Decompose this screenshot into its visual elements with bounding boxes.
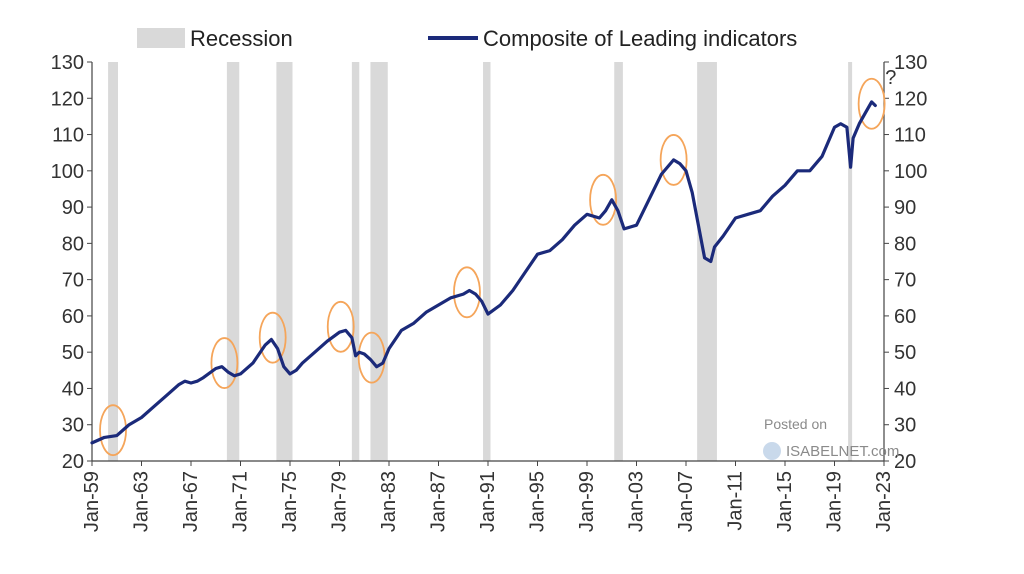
y-tick-label-right: 130 <box>894 52 927 74</box>
recession-band <box>483 62 491 461</box>
highlight-circle <box>659 134 688 186</box>
y-tick-label-right: 100 <box>894 161 927 183</box>
highlight-circle <box>589 173 617 226</box>
legend-label-recession: Recession <box>190 26 293 51</box>
x-tick-label: Jan-71 <box>230 471 252 532</box>
recession-band <box>226 62 240 461</box>
axes <box>87 61 889 466</box>
series-lines <box>90 100 877 445</box>
y-tick-label-left: 90 <box>62 197 84 219</box>
x-tick-label: Jan-11 <box>725 471 747 531</box>
x-tick-label: Jan-91 <box>477 471 499 532</box>
y-tick-label-left: 40 <box>62 378 84 400</box>
x-tick-label: Jan-83 <box>378 471 400 532</box>
watermark-site: ISABELNET.com <box>786 443 899 460</box>
y-tick-label-right: 30 <box>894 415 916 437</box>
x-tick-label: Jan-99 <box>576 471 598 532</box>
highlight-circle <box>857 77 886 130</box>
recession-band <box>697 62 717 461</box>
x-tick-label: Jan-59 <box>81 471 103 532</box>
recession-band <box>351 62 360 461</box>
x-tick-label: Jan-23 <box>873 471 895 532</box>
recession-band <box>370 62 388 461</box>
x-tick-label: Jan-79 <box>329 471 351 532</box>
globe-icon <box>763 442 781 460</box>
legend-swatch-recession <box>137 28 185 48</box>
y-tick-label-right: 70 <box>894 270 916 292</box>
x-tick-label: Jan-95 <box>527 471 549 532</box>
highlight-circle <box>210 337 239 389</box>
y-tick-label-left: 70 <box>62 270 84 292</box>
x-tick-label: Jan-63 <box>131 471 153 532</box>
recession-band <box>614 62 623 461</box>
annotation-question-mark: ? <box>885 67 896 89</box>
series-line <box>90 100 877 445</box>
highlight-circles <box>99 77 886 457</box>
y-tick-label-right: 120 <box>894 88 927 110</box>
y-tick-label-right: 90 <box>894 197 916 219</box>
y-tick-label-left: 120 <box>51 88 84 110</box>
y-tick-label-right: 50 <box>894 342 916 364</box>
y-tick-label-right: 60 <box>894 306 916 328</box>
highlight-circle <box>326 300 355 353</box>
recession-band <box>108 62 118 461</box>
y-tick-label-left: 60 <box>62 306 84 328</box>
watermark-posted-on: Posted on <box>764 416 827 432</box>
x-tick-label: Jan-75 <box>279 471 301 532</box>
x-tick-label: Jan-67 <box>180 471 202 532</box>
y-tick-label-left: 30 <box>62 415 84 437</box>
legend-label-series: Composite of Leading indicators <box>483 26 797 51</box>
y-tick-label-right: 20 <box>894 451 916 473</box>
legend: Recession Composite of Leading indicator… <box>137 26 797 51</box>
x-tick-label: Jan-19 <box>824 471 846 532</box>
x-tick-label: Jan-03 <box>626 471 648 532</box>
y-tick-label-right: 40 <box>894 378 916 400</box>
y-tick-label-left: 80 <box>62 233 84 255</box>
y-tick-label-left: 50 <box>62 342 84 364</box>
recession-bands <box>108 62 853 461</box>
y-tick-label-left: 20 <box>62 451 84 473</box>
y-tick-label-left: 110 <box>52 125 84 147</box>
watermark: Posted on ISABELNET.com <box>763 416 899 460</box>
y-tick-label-right: 110 <box>894 125 926 147</box>
recession-band <box>848 62 853 461</box>
labels: 20 20 30 30 40 40 50 50 60 60 70 70 80 80 90 90 100 100 11… <box>51 52 928 532</box>
x-tick-label: Jan-15 <box>774 471 796 532</box>
recession-band <box>276 62 293 461</box>
highlight-circle <box>453 266 481 319</box>
x-tick-label: Jan-87 <box>428 471 450 532</box>
y-tick-label-left: 100 <box>51 161 84 183</box>
highlight-circle <box>99 404 127 457</box>
y-tick-label-right: 80 <box>894 233 916 255</box>
highlight-circle <box>258 311 287 364</box>
y-tick-label-left: 130 <box>51 52 84 74</box>
x-tick-label: Jan-07 <box>675 471 697 532</box>
